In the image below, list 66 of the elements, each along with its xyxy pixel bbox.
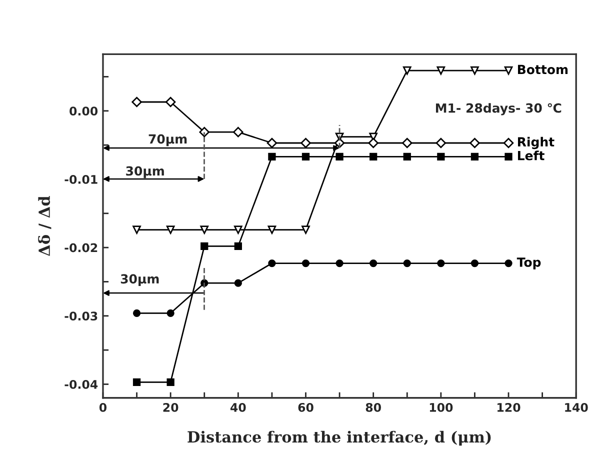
y-axis-title: Δδ / Δd bbox=[38, 196, 52, 256]
point bbox=[504, 66, 513, 75]
y-tick-label: -0.01 bbox=[64, 174, 98, 184]
point bbox=[234, 279, 242, 287]
point bbox=[166, 378, 174, 386]
point bbox=[336, 152, 344, 160]
point bbox=[368, 138, 378, 148]
x-tick-label: 40 bbox=[230, 402, 246, 412]
x-tick-label: 80 bbox=[366, 402, 381, 412]
y-tick-label: -0.04 bbox=[64, 380, 98, 389]
point bbox=[234, 226, 242, 234]
x-tick-label: 100 bbox=[430, 402, 453, 412]
point bbox=[166, 309, 174, 317]
x-tick-label: 120 bbox=[498, 402, 520, 412]
series-label: Bottom bbox=[518, 64, 568, 74]
series-label: Left bbox=[518, 150, 544, 160]
annotation: 70μm bbox=[148, 134, 187, 146]
point bbox=[504, 152, 512, 160]
point bbox=[504, 259, 512, 268]
x-tick-label: 60 bbox=[298, 402, 314, 412]
y-tick-label: 0.00 bbox=[70, 106, 98, 116]
point bbox=[165, 96, 176, 108]
x-tick-label: 140 bbox=[565, 402, 588, 412]
point bbox=[300, 138, 311, 148]
point bbox=[200, 242, 208, 250]
series-label: Right bbox=[518, 136, 554, 150]
point bbox=[302, 152, 310, 160]
point bbox=[302, 259, 310, 268]
point bbox=[470, 152, 479, 160]
point bbox=[370, 259, 378, 268]
x-axis-title: Distance from the interface, d (μm) bbox=[188, 430, 491, 446]
point bbox=[132, 309, 141, 317]
point bbox=[436, 138, 446, 148]
point bbox=[370, 152, 378, 160]
point bbox=[166, 226, 175, 234]
point bbox=[403, 259, 411, 268]
point bbox=[470, 259, 479, 268]
point bbox=[233, 126, 244, 138]
point bbox=[436, 66, 446, 75]
point bbox=[437, 259, 445, 268]
annotation: M1- 28days- 30 ℃ bbox=[436, 103, 562, 116]
point bbox=[132, 96, 142, 108]
y-tick-label: -0.03 bbox=[64, 312, 98, 321]
point bbox=[470, 138, 480, 148]
point bbox=[234, 242, 242, 250]
point bbox=[402, 66, 412, 75]
point bbox=[302, 226, 310, 234]
series-label: Top bbox=[516, 258, 541, 270]
x-tick-label: 20 bbox=[163, 402, 178, 412]
point bbox=[266, 138, 278, 148]
y-tick-label: -0.02 bbox=[64, 243, 98, 252]
x-tick-label: 0 bbox=[99, 402, 107, 412]
annotation: 30μm bbox=[120, 274, 159, 286]
point bbox=[402, 138, 412, 148]
point bbox=[470, 66, 479, 75]
point bbox=[268, 152, 276, 160]
point bbox=[132, 378, 141, 386]
point bbox=[403, 152, 411, 160]
point bbox=[268, 226, 276, 234]
point bbox=[200, 226, 209, 234]
point bbox=[132, 226, 141, 234]
point bbox=[437, 152, 445, 160]
annotation: 30μm bbox=[126, 166, 164, 178]
point bbox=[336, 259, 344, 268]
point bbox=[268, 259, 276, 268]
point bbox=[503, 138, 514, 148]
